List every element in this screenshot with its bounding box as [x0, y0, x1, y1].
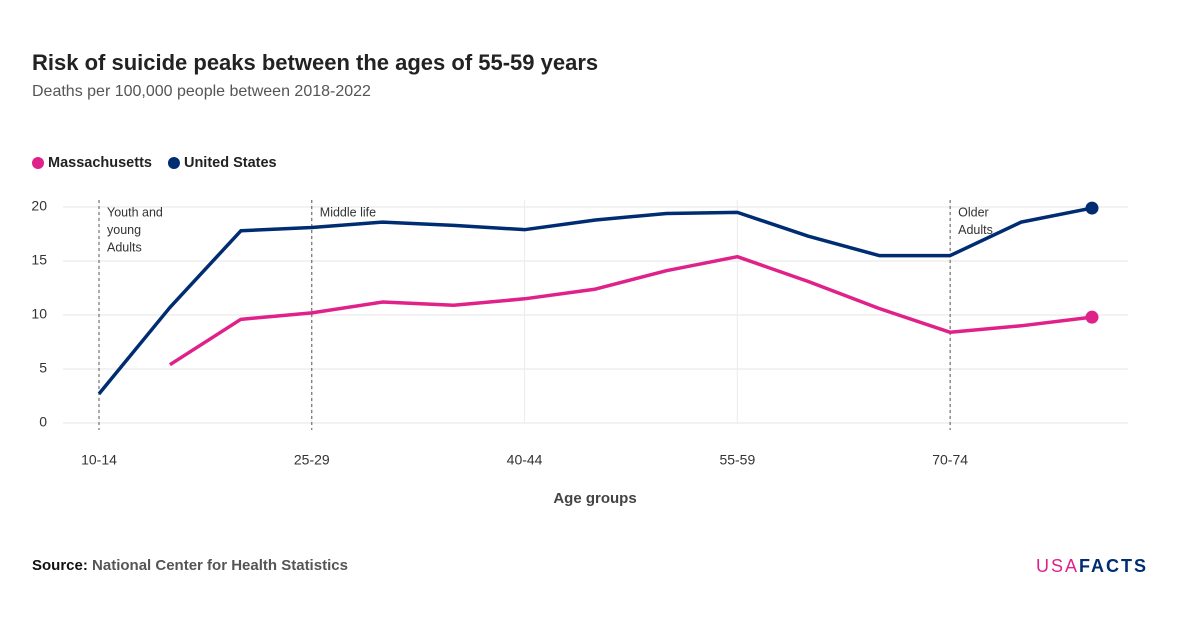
logo: USAFACTS	[1036, 556, 1148, 576]
annotation-text: Older	[958, 205, 989, 219]
y-tick-label: 15	[31, 252, 47, 268]
source-text: National Center for Health Statistics	[92, 557, 348, 574]
legend-marker	[167, 157, 180, 169]
x-axis-label: Age groups	[553, 490, 636, 507]
x-tick-label: 40-44	[507, 452, 543, 468]
annotation-text: young	[107, 223, 141, 237]
end-dot	[1085, 310, 1099, 324]
annotation-text: Adults	[958, 223, 993, 237]
x-tick-label: 70-74	[932, 452, 968, 468]
legend-label: United States	[184, 155, 277, 171]
source: Source: National Center for Health Stati…	[32, 557, 348, 574]
y-tick-label: 5	[39, 360, 47, 376]
x-tick-label: 10-14	[81, 452, 117, 468]
logo-right: FACTS	[1079, 556, 1148, 576]
y-tick-label: 10	[31, 306, 47, 322]
legend-marker	[32, 157, 44, 169]
logo-left: USA	[1036, 556, 1079, 576]
y-tick-label: 0	[39, 414, 47, 430]
series-line	[97, 206, 1093, 395]
x-tick-label: 25-29	[294, 452, 330, 468]
legend-label: Massachusetts	[48, 155, 152, 171]
series-line	[168, 254, 1093, 367]
annotation-text: Adults	[107, 240, 142, 254]
x-tick-label: 55-59	[719, 452, 755, 468]
chart-subtitle: Deaths per 100,000 people between 2018-2…	[32, 83, 371, 100]
annotation-text: Youth and	[107, 205, 163, 219]
chart-title: Risk of suicide peaks between the ages o…	[32, 50, 598, 75]
y-tick-label: 20	[31, 198, 47, 214]
source-label: Source:	[32, 557, 88, 574]
annotation-text: Middle life	[320, 205, 376, 219]
end-dot	[1085, 201, 1099, 215]
